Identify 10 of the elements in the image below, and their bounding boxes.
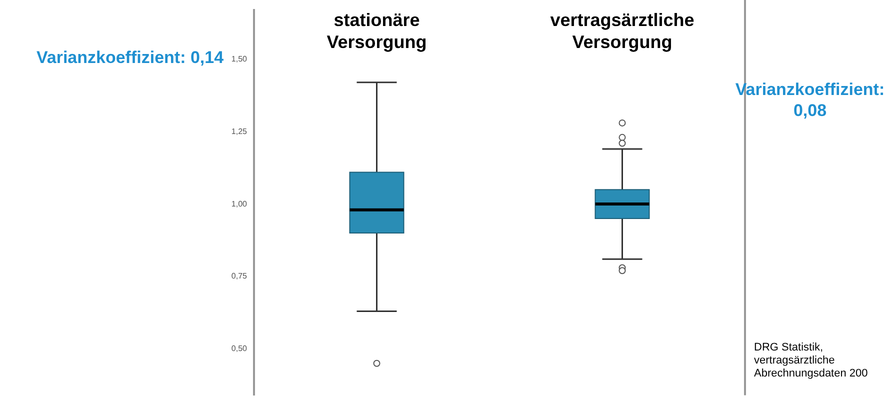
- y-tick-label: 1,25: [231, 126, 248, 136]
- y-tick-label: 0,50: [231, 344, 248, 354]
- y-tick-label: 0,75: [231, 272, 248, 281]
- y-tick-label: 1,50: [231, 54, 248, 64]
- text: Varianzkoeffizient: 0,14: [36, 48, 224, 68]
- text: DRG Statistik, vertragsärztliche Abrechnungsdaten 200: [754, 342, 868, 380]
- x-tick-label: vertragsärztliche Versorgung: [550, 10, 694, 52]
- annotation: Varianzkoeffizient: 0,08: [735, 80, 885, 120]
- x-tick-label: stationäre Versorgung: [326, 10, 427, 52]
- y-tick-label: 1,00: [231, 199, 248, 208]
